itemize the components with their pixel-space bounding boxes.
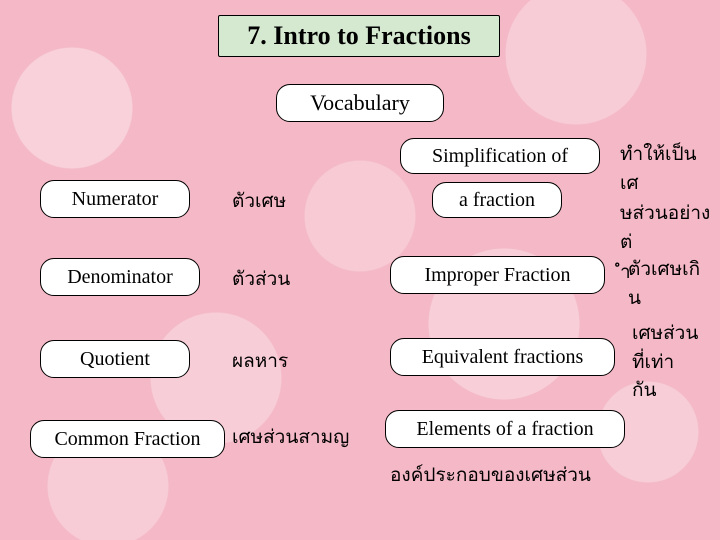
thai-elements: องค์ประกอบของเศษส่วน xyxy=(390,460,591,490)
thai-improper: ตัวเศษเกิ น xyxy=(628,256,718,313)
thai-line: ตัวเศษเกิ xyxy=(628,259,700,280)
term-label: Common Fraction xyxy=(54,428,200,451)
term-equivalent-fractions: Equivalent fractions xyxy=(390,338,615,376)
term-common-fraction: Common Fraction xyxy=(30,420,225,458)
term-numerator: Numerator xyxy=(40,180,190,218)
term-label: Numerator xyxy=(72,188,159,211)
subtitle-text: Vocabulary xyxy=(310,90,410,116)
term-label: Quotient xyxy=(80,348,150,371)
term-label: a fraction xyxy=(459,189,535,212)
thai-common-fraction: เศษส่วนสามญ xyxy=(232,426,362,451)
thai-equivalent: เศษส่วน ที่เท่า กัน xyxy=(632,320,717,406)
thai-quotient: ผลหาร xyxy=(232,346,288,376)
term-label: Simplification of xyxy=(432,145,568,168)
thai-line: น xyxy=(628,288,641,309)
thai-line: ที่เท่า xyxy=(632,352,674,373)
subtitle-box: Vocabulary xyxy=(276,84,444,122)
term-label: Denominator xyxy=(67,266,173,289)
term-label: Improper Fraction xyxy=(424,264,570,287)
term-quotient: Quotient xyxy=(40,340,190,378)
term-simplification-line1: Simplification of xyxy=(400,138,600,174)
thai-numerator: ตัวเศษ xyxy=(232,186,286,216)
thai-line: กัน xyxy=(632,380,657,401)
term-label: Elements of a fraction xyxy=(416,418,593,441)
title-box: 7. Intro to Fractions xyxy=(218,15,500,57)
thai-line: ษส่วนอย่างต่ xyxy=(620,203,710,253)
term-elements-of-fraction: Elements of a fraction xyxy=(385,410,625,448)
term-simplification-line2: a fraction xyxy=(432,182,562,218)
thai-line: เศษส่วน xyxy=(632,323,698,344)
term-denominator: Denominator xyxy=(40,258,200,296)
thai-denominator: ตัวส่วน xyxy=(232,264,290,294)
thai-line: ทำให้เป็นเศ xyxy=(620,144,697,194)
term-improper-fraction: Improper Fraction xyxy=(390,256,605,294)
title-text: 7. Intro to Fractions xyxy=(247,21,470,51)
term-label: Equivalent fractions xyxy=(422,346,584,369)
